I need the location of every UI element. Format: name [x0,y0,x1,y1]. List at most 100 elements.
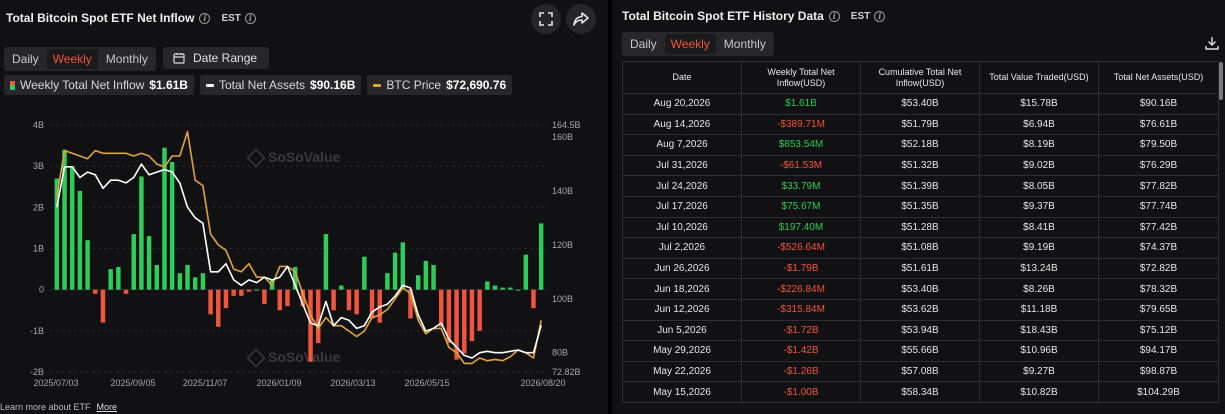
cell-date: Jun 5,2026 [622,319,742,342]
inflow-bar [492,285,498,290]
cell-traded: $10.96B [979,340,1099,362]
header-weekly-inflow[interactable]: Weekly Total Net Inflow(USD) [741,61,861,94]
header-date[interactable]: Date [622,61,742,94]
inflow-bar [162,147,167,290]
tab-weekly[interactable]: Weekly [664,34,716,54]
cell-assets: $72.82B [1098,257,1219,280]
cell-date: Aug 20,2026 [622,93,742,115]
history-title-text: Total Bitcoin Spot ETF History Data [622,9,824,23]
inflow-bar [146,236,152,290]
inflow-bar [469,289,475,342]
inflow-bar [277,289,283,311]
inflow-bar [300,289,306,307]
cell-date: Jun 12,2026 [622,298,742,321]
x-tick-label: 2026/05/15 [404,378,449,388]
table-row: May 22,2026 -$1.26B $57.08B $9.27B $98.87B [622,360,1219,383]
cell-inflow: -$1.72B [741,319,861,342]
inflow-bar [454,289,459,360]
more-link[interactable]: More [96,402,118,412]
table-row: Aug 14,2026 -$389.71M $51.79B $6.94B $76.61B [622,113,1219,136]
cell-assets: $76.29B [1098,154,1219,177]
cell-cumulative: $53.40B [860,93,980,115]
y-left-tick-label: 2B [33,202,44,212]
y-right-tick-label: 160B [552,132,573,142]
legend-label: Weekly Total Net Inflow [20,78,145,92]
timezone-info-icon[interactable]: i [874,10,886,22]
date-range-button[interactable]: Date Range [163,47,269,69]
cell-inflow: $853.54M [741,134,861,156]
cell-date: Jul 10,2026 [622,216,742,239]
inflow-bar [154,264,160,290]
inflow-bar [131,234,136,290]
table-row: May 15,2026 -$1.00B $58.34B $10.82B $104.29B [622,381,1219,403]
header-value-traded[interactable]: Total Value Traded(USD) [979,61,1099,94]
tab-monthly[interactable]: Monthly [723,37,766,51]
y-left-tick-label: 1B [33,244,44,254]
cell-inflow: -$526.64M [741,237,861,259]
legend-label: Total Net Assets [218,78,306,92]
chart-legend: Weekly Total Net Inflow $1.61B Total Net… [4,75,513,95]
cell-cumulative: $51.61B [860,257,980,280]
legend-total-net-assets[interactable]: Total Net Assets $90.16B [199,75,362,95]
btc-swatch [373,83,382,87]
fullscreen-button[interactable] [531,4,561,34]
legend-value: $1.61B [149,78,188,92]
table-row: Jun 26,2026 -$1.79B $51.61B $13.24B $72.82B [622,257,1219,280]
inflow-bar [500,287,505,290]
table-row: Jun 18,2026 -$226.84M $53.40B $8.26B $78.32B [622,278,1219,300]
y-left-tick-label: 0 [39,285,44,295]
tab-daily[interactable]: Daily [630,37,657,51]
inflow-bar [538,223,544,290]
inflow-bar [315,289,321,344]
timezone-info-icon[interactable]: i [244,12,256,24]
info-icon[interactable]: i [828,10,840,22]
inflow-bar [177,273,183,290]
assets-swatch [205,83,214,87]
header-net-assets[interactable]: Total Net Assets(USD) [1098,61,1219,94]
y-left-tick-label: 3B [33,161,44,171]
tab-weekly[interactable]: Weekly [46,49,98,69]
x-tick-label: 2025/09/05 [110,378,155,388]
inflow-bar [93,289,98,294]
cell-date: Jul 31,2026 [622,154,742,177]
info-icon[interactable]: i [199,12,211,24]
inflow-bar [169,162,175,290]
y-right-tick-label: 80B [552,348,568,358]
cell-cumulative: $51.35B [860,195,980,218]
share-button[interactable] [566,4,596,34]
cell-assets: $78.32B [1098,278,1219,300]
watermark: SoSoValue [268,349,341,365]
legend-btc-price[interactable]: BTC Price $72,690.76 [367,75,513,95]
table-row: Jun 12,2026 -$315.84M $53.62B $11.18B $79.65… [622,298,1219,321]
cell-cumulative: $51.32B [860,154,980,177]
cell-date: Jul 2,2026 [622,237,742,259]
cell-traded: $8.05B [979,175,1099,197]
cell-inflow: $1.61B [741,93,861,115]
inflow-bar [231,289,236,296]
inflow-bar [216,289,221,327]
cell-date: Aug 14,2026 [622,113,742,136]
table-scrollbar[interactable] [1219,62,1223,100]
net-inflow-chart[interactable]: 4B 3B 2B 1B 0 -1B -2B 164.5B 160B 140B 120B 100B 80B… [0,100,606,402]
cell-traded: $8.19B [979,134,1099,156]
cell-date: Aug 7,2026 [622,134,742,156]
timezone-text: EST [850,10,871,22]
inflow-bar [523,254,529,290]
btc-price-line [56,130,542,365]
legend-weekly-inflow[interactable]: Weekly Total Net Inflow $1.61B [4,75,194,95]
y-right-tick-label: 120B [552,240,573,250]
y-left-tick-label: -1B [30,326,44,336]
cell-traded: $10.82B [979,381,1099,403]
inflow-bar [323,234,329,290]
download-icon[interactable] [1205,36,1219,50]
header-cumulative[interactable]: Cumulative Total Net Inflow(USD) [860,61,980,94]
cell-cumulative: $58.34B [860,381,980,403]
table-row: Jul 2,2026 -$526.64M $51.08B $9.19B $74.37B [622,237,1219,259]
tab-monthly[interactable]: Monthly [105,52,148,66]
calendar-icon [173,53,185,64]
inflow-bar [85,240,90,290]
cell-assets: $79.50B [1098,134,1219,156]
cell-cumulative: $52.18B [860,134,980,156]
tab-daily[interactable]: Daily [12,52,39,66]
cell-cumulative: $55.66B [860,340,980,362]
